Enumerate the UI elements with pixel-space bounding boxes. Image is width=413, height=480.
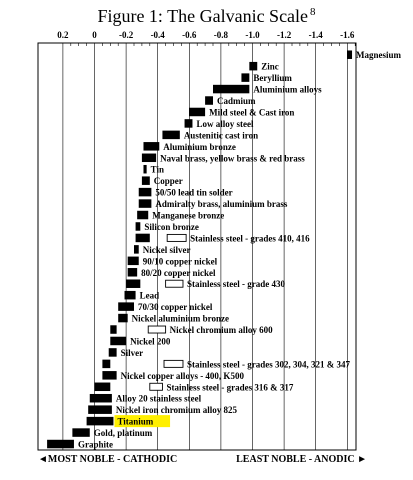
bar-34 <box>47 439 74 449</box>
figure-title-text: Figure 1: The Galvanic Scale <box>97 6 309 26</box>
bar-14 <box>137 210 149 220</box>
bar-0 <box>347 50 353 59</box>
material-label: Beryllium <box>253 73 292 83</box>
bar-3 <box>213 84 250 94</box>
material-label: Silver <box>121 348 144 358</box>
x-tick-label: -0.6 <box>182 30 197 40</box>
x-tick-label: -1.0 <box>245 30 260 40</box>
material-label: Silicon bronze <box>144 222 199 232</box>
passive-bar-29 <box>149 382 163 391</box>
material-label: 90/10 copper nickel <box>143 256 218 266</box>
highlight-background <box>114 415 171 428</box>
material-label: Nickel iron chromium alloy 825 <box>116 405 238 415</box>
bar-16 <box>135 233 150 243</box>
x-tick-label: -0.2 <box>119 30 134 40</box>
x-tick-label: -1.6 <box>340 30 355 40</box>
bar-32 <box>86 416 114 426</box>
bar-26 <box>108 348 117 357</box>
material-label: Gold, platinum <box>94 428 153 438</box>
material-label: 70/30 copper nickel <box>138 302 213 312</box>
x-tick-label: 0 <box>92 30 97 40</box>
bar-13 <box>138 199 152 208</box>
material-label: Nickel copper alloys - 400, K500 <box>121 371 245 381</box>
passive-bar-24 <box>147 325 167 334</box>
bar-4 <box>205 96 213 105</box>
bar-8 <box>143 142 160 151</box>
material-label: Manganese bronze <box>152 211 224 221</box>
bar-20 <box>126 279 141 288</box>
x-tick-label: -1.2 <box>277 30 292 40</box>
material-label: Nickel silver <box>143 245 191 255</box>
material-label: Lead <box>140 291 160 301</box>
figure-title: Figure 1: The Galvanic Scale 8 <box>0 6 413 27</box>
most-noble-cathodic-label: ◄MOST NOBLE - CATHODIC <box>38 454 178 465</box>
bar-28 <box>102 371 117 380</box>
bar-25 <box>110 336 127 346</box>
material-label: Stainless steel - grades 316 & 317 <box>166 382 293 392</box>
passive-bar-16 <box>166 233 187 242</box>
bar-10 <box>143 164 147 174</box>
bar-6 <box>184 119 193 128</box>
bar-1 <box>249 61 258 71</box>
bar-31 <box>88 405 112 414</box>
material-label: Magnesium <box>356 50 402 60</box>
material-label: Copper <box>154 176 183 186</box>
material-label: Tin <box>151 165 164 175</box>
bar-27 <box>102 359 111 369</box>
material-label: Admiralty brass, aluminium brass <box>155 199 288 209</box>
material-label: Cadmium <box>217 96 256 106</box>
material-label: Aluminium alloys <box>253 85 322 95</box>
material-label: Austenitic cast iron <box>184 130 258 140</box>
bar-22 <box>118 302 134 311</box>
footnote-reference: 8 <box>310 6 316 18</box>
bar-23 <box>118 313 128 323</box>
bar-29 <box>94 382 111 392</box>
x-tick-label: -0.8 <box>214 30 229 40</box>
material-label: Zinc <box>261 62 279 72</box>
bar-7 <box>162 130 180 140</box>
material-label: Stainless steel - grades 410, 416 <box>190 233 310 243</box>
material-label: 50/50 lead tin solder <box>155 188 232 198</box>
material-label: Mild steel & Cast iron <box>209 107 294 117</box>
x-tick-label: -1.4 <box>309 30 324 40</box>
material-label: Stainless steel - grades 302, 304, 321 &… <box>187 359 350 369</box>
bar-18 <box>127 256 139 266</box>
bar-24 <box>110 325 117 334</box>
bar-33 <box>72 428 90 437</box>
bar-5 <box>189 107 206 117</box>
bar-17 <box>134 245 139 254</box>
material-label: Alloy 20 stainless steel <box>116 394 202 404</box>
material-label: Naval brass, yellow brass & red brass <box>160 153 305 163</box>
bar-19 <box>127 268 138 277</box>
material-label: Nickel 200 <box>130 336 171 346</box>
material-label: 80/20 copper nickel <box>141 268 216 278</box>
bar-15 <box>135 222 141 231</box>
material-label: Nickel aluminium bronze <box>132 314 229 324</box>
bar-21 <box>124 290 136 300</box>
passive-bar-27 <box>163 359 184 368</box>
bar-9 <box>141 153 157 163</box>
bar-12 <box>138 187 152 197</box>
passive-bar-20 <box>165 279 184 288</box>
material-label: Titanium <box>117 417 153 427</box>
bar-30 <box>89 393 112 403</box>
x-tick-label: -0.4 <box>151 30 166 40</box>
bar-11 <box>141 176 150 185</box>
material-label: Stainless steel - grade 430 <box>187 279 285 289</box>
material-label: Graphite <box>78 440 113 450</box>
material-label: Low alloy steel <box>196 119 253 129</box>
material-label: Aluminium bronze <box>163 142 236 152</box>
x-tick-label: 0.2 <box>57 30 69 40</box>
bar-2 <box>241 73 250 82</box>
material-label: Nickel chromium alloy 600 <box>170 325 274 335</box>
least-noble-anodic-label: LEAST NOBLE - ANODIC ► <box>236 454 367 465</box>
